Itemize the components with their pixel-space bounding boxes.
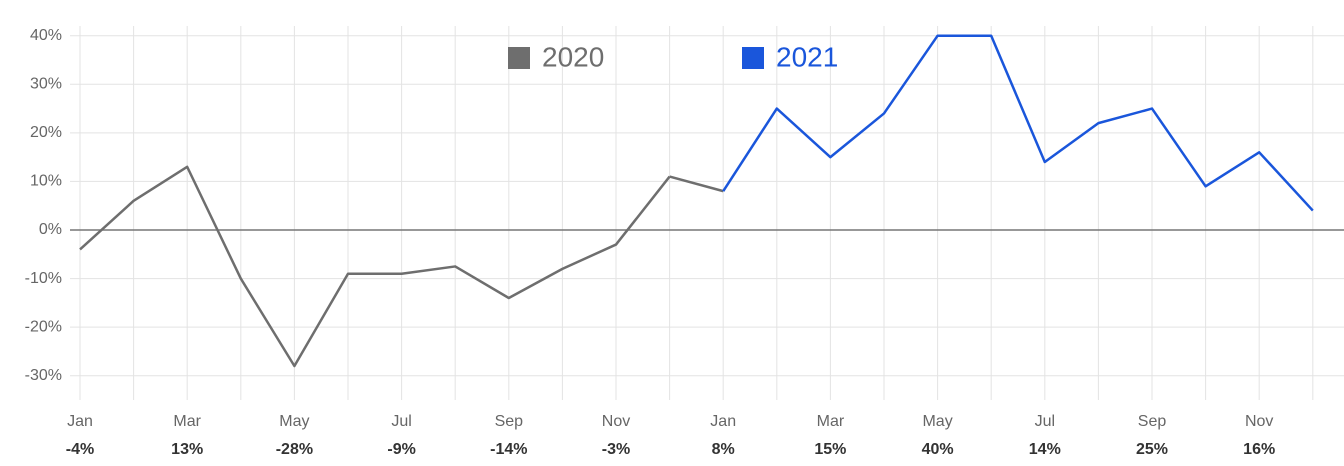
y-tick-label: -30% — [25, 367, 62, 384]
value-label: -9% — [387, 441, 415, 458]
value-label: -28% — [276, 441, 313, 458]
value-label: 14% — [1029, 441, 1061, 458]
x-tick-label: Mar — [173, 413, 201, 430]
x-tick-label: Sep — [495, 413, 524, 430]
value-label: 25% — [1136, 441, 1168, 458]
value-label: 13% — [171, 441, 203, 458]
y-tick-label: -10% — [25, 270, 62, 287]
series-line — [722, 34, 1314, 212]
series-connector — [669, 175, 724, 193]
x-tick-label: Jan — [710, 413, 736, 430]
legend-swatch — [742, 47, 764, 69]
x-tick-label: Jan — [67, 413, 93, 430]
x-tick-label: Nov — [1245, 413, 1273, 430]
x-tick-label: May — [279, 413, 309, 430]
x-tick-label: Jul — [391, 413, 411, 430]
value-label: -14% — [490, 441, 527, 458]
x-tick-label: Mar — [817, 413, 845, 430]
legend-label: 2020 — [542, 41, 604, 72]
value-label: 40% — [922, 441, 954, 458]
value-label: 16% — [1243, 441, 1275, 458]
series-line — [79, 165, 671, 368]
legend-label: 2021 — [776, 41, 838, 72]
y-tick-label: 0% — [39, 221, 62, 238]
x-tick-label: Jul — [1035, 413, 1055, 430]
legend-swatch — [508, 47, 530, 69]
x-tick-label: Nov — [602, 413, 630, 430]
y-tick-label: 10% — [30, 173, 62, 190]
y-tick-label: -20% — [25, 318, 62, 335]
x-tick-label: Sep — [1138, 413, 1167, 430]
value-label: -3% — [602, 441, 630, 458]
x-tick-label: May — [922, 413, 952, 430]
y-tick-label: 30% — [30, 76, 62, 93]
value-label: 15% — [814, 441, 846, 458]
y-tick-label: 40% — [30, 27, 62, 44]
value-label: 8% — [712, 441, 735, 458]
value-label: -4% — [66, 441, 94, 458]
y-tick-label: 20% — [30, 124, 62, 141]
